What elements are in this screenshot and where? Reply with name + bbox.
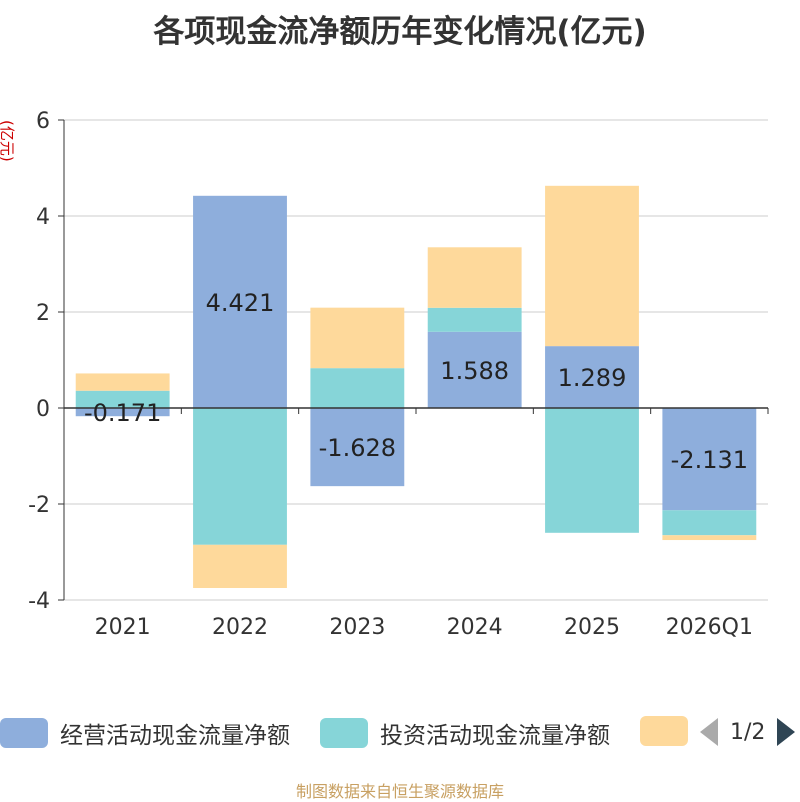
bar-financing [427,247,522,308]
legend-label-operating: 经营活动现金流量净额 [60,723,290,749]
bar-financing [310,307,405,369]
data-label: 4.421 [206,289,275,317]
y-tick-label: 6 [36,109,50,134]
bar-operating [310,408,405,487]
bar-financing [662,535,757,541]
x-tick-label: 2025 [564,615,620,640]
bar-investing [662,510,757,536]
legend-prev-arrow-icon[interactable] [700,718,718,746]
legend-next-arrow-icon[interactable] [777,718,796,746]
data-source-note: 制图数据来自恒生聚源数据库 [295,782,504,801]
legend-item-investing[interactable]: 投资活动现金流量净额 [320,716,610,750]
bar-operating [545,346,639,408]
bar-investing [75,390,170,408]
y-tick-label: -4 [28,589,50,614]
data-label: -0.171 [84,399,161,427]
bar-investing [427,307,522,332]
bar-operating [75,408,170,417]
legend-swatch-financing [640,716,688,746]
legend-item-financing[interactable] [640,716,688,746]
chart-title: 各项现金流净额历年变化情况(亿元) [153,14,647,50]
bar-operating [427,331,522,408]
bar-operating [193,195,287,408]
legend-swatch-investing [320,718,368,748]
y-tick-label: 4 [36,205,50,230]
bar-investing [193,408,287,545]
bar-financing [193,544,287,588]
y-tick-label: 0 [36,397,50,422]
legend-pager: 1/2 [700,718,796,746]
x-tick-label: 2026Q1 [666,615,753,640]
legend-label-investing: 投资活动现金流量净额 [380,723,610,749]
data-label: 1.289 [558,364,627,392]
bar-investing [545,408,639,533]
x-tick-label: 2021 [95,615,151,640]
bar-investing [310,368,405,408]
legend-item-operating[interactable]: 经营活动现金流量净额 [0,716,290,750]
bar-financing [545,185,639,347]
legend-swatch-operating [0,718,48,748]
x-tick-label: 2023 [329,615,385,640]
bar-financing [75,373,170,391]
data-label: -2.131 [671,446,748,474]
data-label: -1.628 [319,434,396,462]
bar-operating [662,408,757,511]
x-tick-label: 2024 [447,615,503,640]
y-tick-label: -2 [28,493,50,518]
y-tick-label: 2 [36,301,50,326]
legend: 经营活动现金流量净额 投资活动现金流量净额 1/2 [0,716,800,752]
data-label: 1.588 [440,357,509,385]
legend-page-indicator: 1/2 [730,719,766,745]
x-tick-label: 2022 [212,615,268,640]
